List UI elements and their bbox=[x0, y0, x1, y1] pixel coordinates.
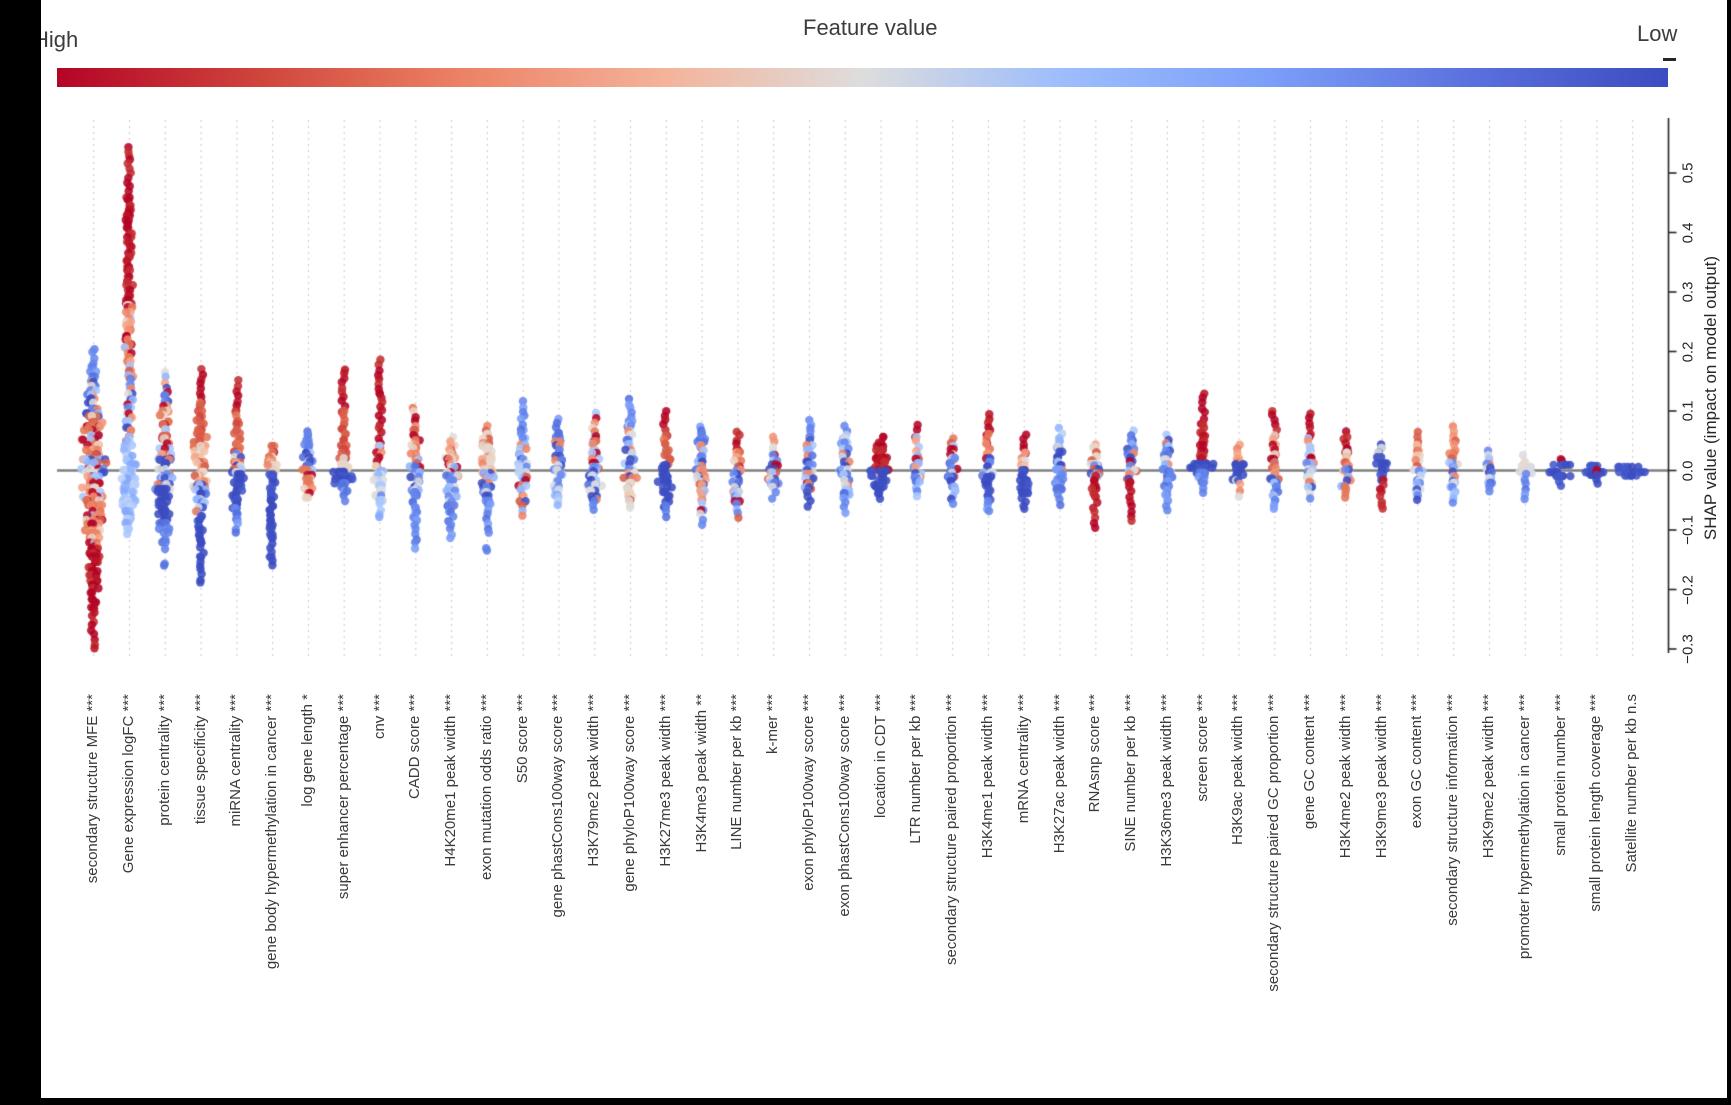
feature-label: LINE number per kb *** bbox=[728, 694, 746, 850]
feature-label: LTR number per kb *** bbox=[907, 694, 925, 844]
right-black-border bbox=[1727, 0, 1731, 1105]
feature-label: H3K27me3 peak width *** bbox=[656, 694, 674, 867]
feature-label: secondary structure paired GC proportion… bbox=[1265, 694, 1283, 992]
feature-label: location in CDT *** bbox=[871, 694, 889, 818]
feature-label: S50 score *** bbox=[513, 694, 531, 784]
bottom-black-border bbox=[0, 1098, 1731, 1105]
feature-label: log gene length * bbox=[298, 694, 316, 807]
feature-label: secondary structure MFE *** bbox=[84, 694, 102, 884]
feature-label: H3K36me3 peak width *** bbox=[1157, 694, 1175, 867]
ytick-label: −0.1 bbox=[1679, 515, 1697, 545]
feature-label: gene body hypermethylation in cancer *** bbox=[263, 694, 281, 970]
feature-label: H3K9me3 peak width *** bbox=[1372, 694, 1390, 859]
feature-label: screen score *** bbox=[1193, 694, 1211, 802]
feature-label: H3K9ac peak width *** bbox=[1229, 694, 1247, 845]
feature-label: tissue specificity *** bbox=[191, 694, 209, 825]
ytick-label: 0.5 bbox=[1679, 162, 1697, 184]
feature-label: mRNA centrality *** bbox=[1014, 694, 1032, 824]
ytick-label: 0.2 bbox=[1679, 341, 1697, 362]
feature-label: super enhancer percentage *** bbox=[334, 694, 352, 900]
feature-label: exon GC content *** bbox=[1408, 694, 1426, 829]
feature-label: CADD score *** bbox=[406, 694, 424, 800]
feature-label: small protein number *** bbox=[1551, 694, 1569, 856]
ytick-label: −0.3 bbox=[1679, 634, 1697, 664]
feature-label: gene phyloP100way score *** bbox=[621, 694, 639, 892]
feature-label: H3K4me2 peak width *** bbox=[1336, 694, 1354, 859]
feature-label: exon mutation odds ratio *** bbox=[477, 694, 495, 880]
feature-label: H3K79me2 peak width *** bbox=[585, 694, 603, 867]
ytick-label: 0.0 bbox=[1679, 460, 1697, 481]
colorbar-tick-mark bbox=[1663, 58, 1676, 61]
feature-label: miRNA centrality *** bbox=[227, 694, 245, 827]
feature-label: secondary structure information *** bbox=[1444, 694, 1462, 926]
ytick-label: −0.2 bbox=[1679, 574, 1697, 605]
feature-label: protein centrality *** bbox=[155, 694, 173, 826]
y-axis-title: SHAP value (impact on model output) bbox=[1701, 255, 1720, 541]
colorbar-title: Feature value bbox=[803, 15, 938, 40]
ytick-label: 0.4 bbox=[1679, 222, 1697, 243]
colorbar-low-label: Low bbox=[1637, 21, 1678, 46]
feature-label: SINE number per kb *** bbox=[1122, 694, 1140, 852]
feature-label: H3K4me1 peak width *** bbox=[978, 694, 996, 859]
ytick-label: 0.3 bbox=[1679, 281, 1697, 303]
feature-label: gene phastCons100way score *** bbox=[549, 694, 567, 918]
feature-label: gene GC content *** bbox=[1301, 694, 1319, 830]
feature-label: Gene expression logFC *** bbox=[119, 694, 137, 874]
left-black-border bbox=[0, 0, 41, 1105]
feature-label: secondary structure paired proportion **… bbox=[943, 694, 961, 965]
feature-label: small protein length coverage *** bbox=[1587, 694, 1605, 912]
feature-value-colorbar bbox=[57, 68, 1668, 87]
feature-label: exon phyloP100way score *** bbox=[800, 694, 817, 891]
ytick-label: 0.1 bbox=[1679, 400, 1697, 422]
feature-label: H3K4me3 peak width ** bbox=[692, 694, 710, 853]
feature-label: k-mer *** bbox=[764, 694, 782, 755]
feature-label: H3K27ac peak width *** bbox=[1050, 694, 1068, 854]
feature-label: H4K20me1 peak width *** bbox=[442, 694, 460, 867]
feature-label: cnv *** bbox=[370, 694, 388, 740]
feature-label: H3K9me2 peak width *** bbox=[1480, 694, 1497, 859]
feature-label: promoter hypermethylation in cancer *** bbox=[1515, 694, 1533, 960]
feature-label: exon phastCons100way score *** bbox=[835, 694, 853, 917]
feature-label: RNAsnp score *** bbox=[1086, 694, 1104, 813]
feature-label: Satellite number per kb n.s bbox=[1623, 694, 1641, 873]
